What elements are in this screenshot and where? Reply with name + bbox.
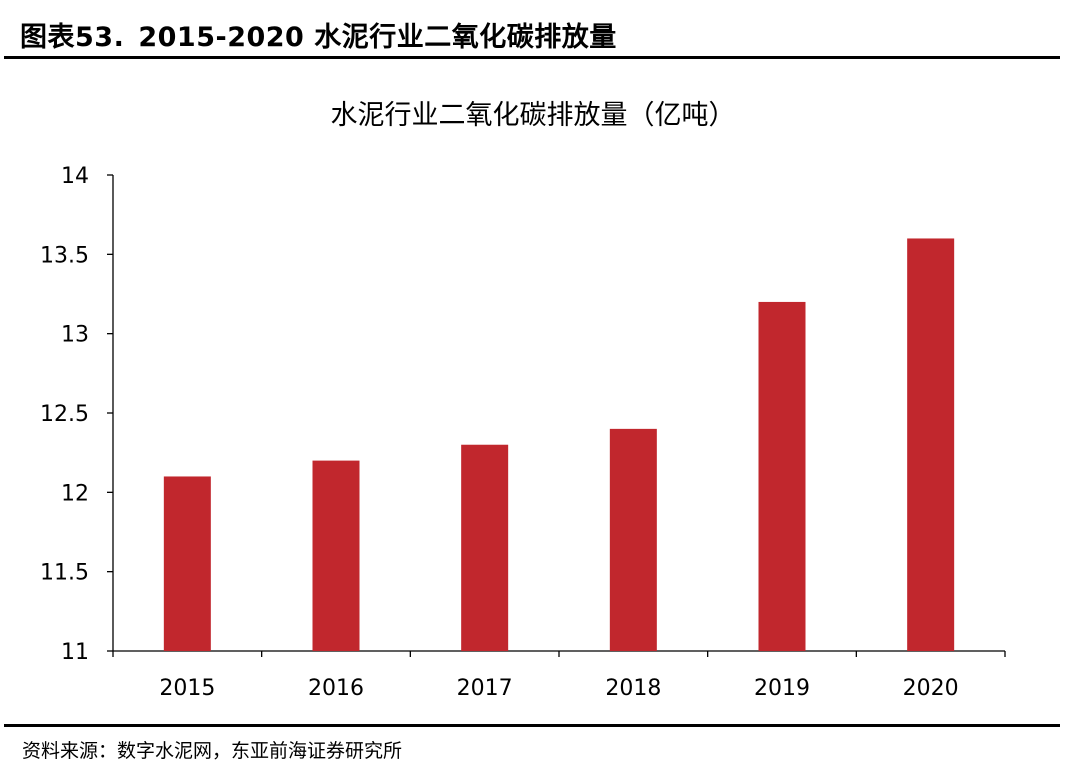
y-tick-label: 11 — [61, 640, 89, 665]
y-tick-label: 12.5 — [40, 402, 89, 427]
y-tick-label: 14 — [61, 164, 89, 189]
chart-title: 水泥行业二氧化碳排放量（亿吨） — [331, 100, 736, 131]
chart-bars — [163, 238, 955, 651]
x-tick-labels: 2015 2016 2017 2018 2019 2020 — [159, 676, 958, 701]
x-tick-label: 2020 — [903, 676, 959, 701]
x-tick-label: 2016 — [308, 676, 364, 701]
bar-2016 — [312, 460, 360, 651]
y-tick-labels: 11 11.5 12 12.5 13 13.5 14 — [40, 164, 89, 665]
y-tick-label: 12 — [61, 481, 89, 506]
bar-2017 — [461, 444, 509, 651]
figure-title: 2015-2020 水泥行业二氧化碳排放量 — [138, 21, 617, 53]
bar-2015 — [163, 476, 211, 651]
x-tick-label: 2018 — [605, 676, 661, 701]
x-tick-label: 2019 — [754, 676, 810, 701]
source-note: 资料来源：数字水泥网，东亚前海证券研究所 — [22, 740, 403, 762]
x-tick-label: 2015 — [159, 676, 215, 701]
figure-number: 图表53. — [20, 21, 125, 53]
bar-2020 — [907, 238, 955, 651]
y-tick-label: 11.5 — [40, 561, 89, 586]
chart-axes — [107, 174, 1006, 657]
y-tick-label: 13.5 — [40, 243, 89, 268]
x-tick-label: 2017 — [457, 676, 513, 701]
bar-2018 — [609, 428, 657, 651]
top-rule — [4, 56, 1060, 59]
bar-2019 — [758, 301, 806, 651]
bottom-rule — [4, 724, 1060, 727]
figure-header: 图表53. 2015-2020 水泥行业二氧化碳排放量 — [20, 14, 617, 54]
y-tick-label: 13 — [61, 323, 89, 348]
